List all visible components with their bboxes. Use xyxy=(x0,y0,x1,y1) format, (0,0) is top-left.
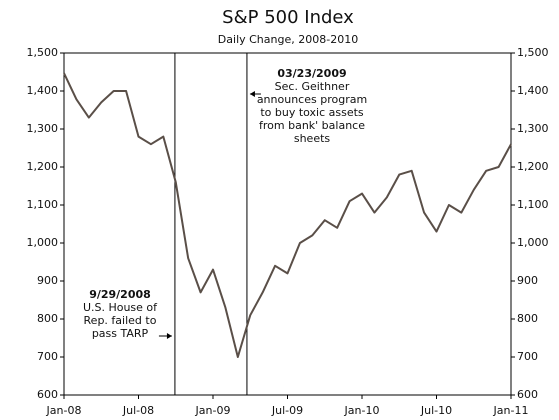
y2-tick-label: 900 xyxy=(517,274,538,287)
x-tick-label: Jan-08 xyxy=(46,404,82,417)
annotation-text: pass TARP xyxy=(92,327,149,340)
annotation-text: Sec. Geithner xyxy=(275,80,350,93)
y2-tick-label: 800 xyxy=(517,312,538,325)
y-tick-label: 1,200 xyxy=(27,160,59,173)
y2-tick-label: 1,400 xyxy=(517,84,549,97)
x-tick-label: Jul-10 xyxy=(420,404,452,417)
x-tick-label: Jan-11 xyxy=(493,404,529,417)
chart-subtitle: Daily Change, 2008-2010 xyxy=(218,33,358,46)
y-tick-label: 800 xyxy=(37,312,58,325)
y-tick-label: 600 xyxy=(37,388,58,401)
y-tick-label: 1,300 xyxy=(27,122,59,135)
annotation-text: from bank' balance xyxy=(259,119,365,132)
y-tick-label: 700 xyxy=(37,350,58,363)
y2-tick-label: 1,500 xyxy=(517,46,549,59)
annotation-text: Rep. failed to xyxy=(84,314,157,327)
x-tick-label: Jul-08 xyxy=(122,404,154,417)
y-tick-label: 1,100 xyxy=(27,198,59,211)
y-tick-label: 1,500 xyxy=(27,46,59,59)
y-tick-label: 1,000 xyxy=(27,236,59,249)
x-tick-label: Jan-09 xyxy=(195,404,231,417)
arrow-head xyxy=(166,333,172,339)
annotation-date: 03/23/2009 xyxy=(277,67,346,80)
arrow-head xyxy=(249,91,255,97)
y-tick-label: 1,400 xyxy=(27,84,59,97)
y2-tick-label: 1,000 xyxy=(517,236,549,249)
annotation-text: announces program xyxy=(257,93,367,106)
annotation-text: sheets xyxy=(294,132,331,145)
y2-tick-label: 1,200 xyxy=(517,160,549,173)
annotation-text: U.S. House of xyxy=(83,301,158,314)
y2-tick-label: 700 xyxy=(517,350,538,363)
chart-title: S&P 500 Index xyxy=(222,7,354,28)
price-line xyxy=(63,72,512,358)
y-tick-label: 900 xyxy=(37,274,58,287)
annotation-date: 9/29/2008 xyxy=(89,288,151,301)
x-tick-label: Jul-09 xyxy=(271,404,303,417)
y2-tick-label: 600 xyxy=(517,388,538,401)
x-tick-label: Jan-10 xyxy=(344,404,380,417)
y2-tick-label: 1,100 xyxy=(517,198,549,211)
y2-tick-label: 1,300 xyxy=(517,122,549,135)
annotation-text: to buy toxic assets xyxy=(260,106,364,119)
